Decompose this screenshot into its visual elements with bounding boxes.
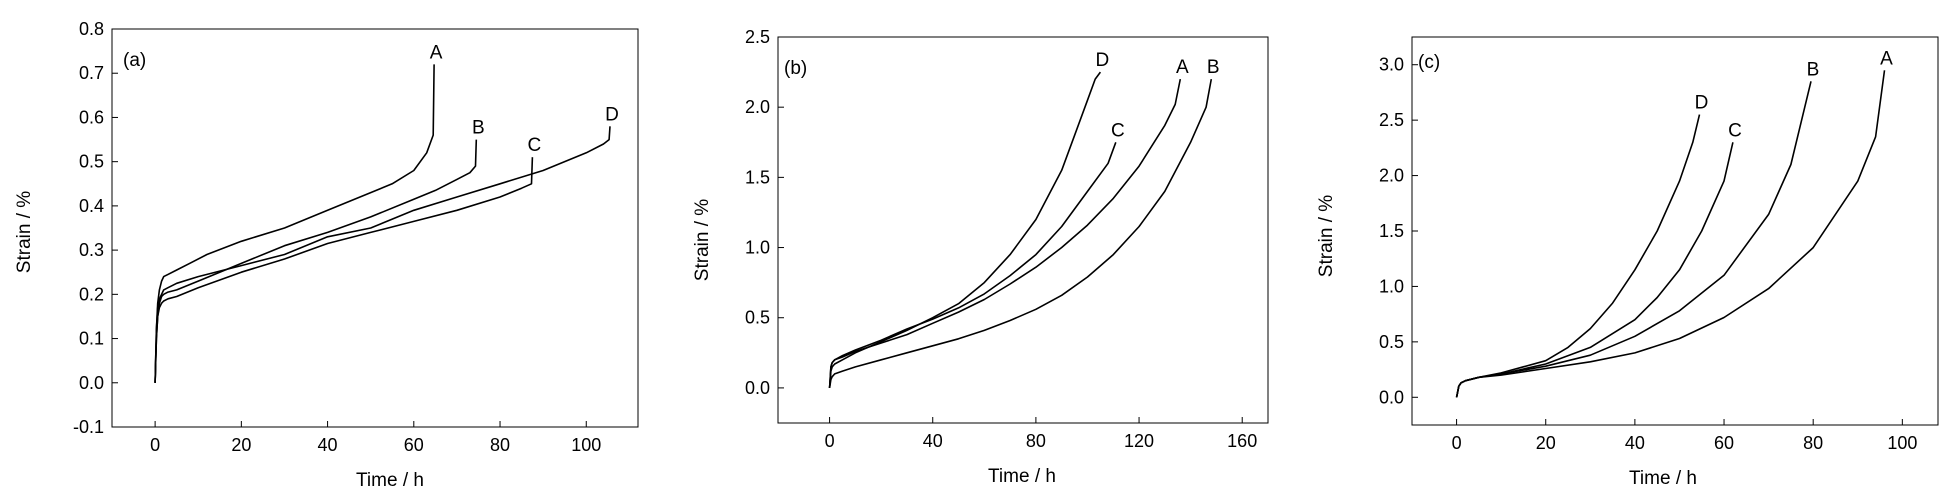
y-axis-title-b: Strain / %: [692, 199, 713, 281]
y-axis-title-c: Strain / %: [1316, 195, 1337, 277]
series-label-a-D: D: [605, 104, 619, 125]
series-label-a-A: A: [430, 42, 443, 63]
series-label-b-B: B: [1207, 57, 1220, 78]
x-tick-label-a: 80: [490, 435, 510, 455]
plot-frame-c: [1411, 36, 1939, 426]
series-label-a-C: C: [528, 135, 542, 156]
y-tick-label-a: 0.5: [79, 152, 104, 172]
y-tick-label-c: 2.5: [1379, 110, 1404, 130]
series-line-c-C: [1455, 142, 1734, 398]
x-tick-label-b: 80: [1026, 431, 1046, 451]
y-tick-label-c: 1.5: [1379, 221, 1404, 241]
x-tick-label-b: 160: [1227, 431, 1257, 451]
x-tick-label-c: 80: [1803, 433, 1823, 453]
y-tick-label-a: 0.6: [79, 107, 104, 127]
x-axis-title-b: Time / h: [988, 466, 1056, 487]
series-label-c-B: B: [1807, 59, 1820, 80]
x-tick-label-c: 0: [1452, 433, 1462, 453]
series-label-a-B: B: [472, 118, 485, 139]
y-tick-label-b: 2.0: [745, 97, 770, 117]
x-tick-label-c: 20: [1536, 433, 1556, 453]
x-axis-title-a: Time / h: [356, 470, 424, 491]
series-line-a-C: [154, 157, 534, 383]
panel-a: 0 20 40 60 80 100 -0.1 0.0 0.1 0.2 0.3 0.4 0.5 0.6 0.7…: [14, 19, 639, 491]
plot-area-a: 0 20 40 60 80 100 -0.1 0.0 0.1 0.2 0.3 0.4 0.5 0.6 0.7…: [73, 19, 639, 455]
series-line-a-B: [154, 139, 478, 383]
x-tick-label-c: 100: [1887, 433, 1917, 453]
series-label-b-A: A: [1176, 57, 1189, 78]
series-label-c-C: C: [1728, 120, 1742, 141]
series-line-b-B: [828, 78, 1213, 389]
series-label-b-C: C: [1111, 120, 1125, 141]
y-tick-label-b: 0.5: [745, 308, 770, 328]
y-tick-label-b: 1.5: [745, 167, 770, 187]
x-tick-label-a: 0: [150, 435, 160, 455]
y-tick-label-a: 0.7: [79, 63, 104, 83]
series-line-b-C: [828, 142, 1117, 388]
y-tick-label-a: 0.1: [79, 329, 104, 349]
x-tick-label-a: 20: [231, 435, 251, 455]
x-tick-label-a: 60: [404, 435, 424, 455]
y-tick-label-a: 0.2: [79, 284, 104, 304]
x-tick-label-a: 40: [318, 435, 338, 455]
plot-frame-b: [777, 36, 1269, 424]
plot-area-b: 0 40 80 120 160 0.0 0.5 1.0 1.5 2.0 2.5 D C A B: [745, 27, 1269, 451]
series-line-a-A: [154, 64, 435, 383]
plot-frame-a: [111, 28, 639, 428]
panel-label-a: (a): [123, 50, 146, 71]
panel-c: 0 20 40 60 80 100 0.0 0.5 1.0 1.5 2.0 2.5 3.0 DC B A (c…: [1316, 36, 1939, 489]
series-line-a-D: [154, 126, 611, 383]
x-tick-label-a: 100: [571, 435, 601, 455]
y-axis-title-a: Strain / %: [14, 191, 35, 273]
y-tick-label-c: 0.5: [1379, 332, 1404, 352]
x-axis-title-c: Time / h: [1629, 468, 1697, 489]
y-tick-label-c: 0.0: [1379, 387, 1404, 407]
plot-area-c: 0 20 40 60 80 100 0.0 0.5 1.0 1.5 2.0 2.5 3.0 DC B A: [1379, 36, 1939, 453]
x-tick-label-b: 0: [825, 431, 835, 451]
y-tick-label-c: 1.0: [1379, 276, 1404, 296]
series-line-c-A: [1455, 70, 1886, 398]
y-tick-label-b: 2.5: [745, 27, 770, 47]
series-label-b-D: D: [1096, 50, 1110, 71]
series-label-c-A: A: [1880, 48, 1893, 69]
series-label-c-D: D: [1695, 93, 1709, 114]
y-tick-label-c: 3.0: [1379, 55, 1404, 75]
x-tick-label-c: 40: [1625, 433, 1645, 453]
y-tick-label-b: 0.0: [745, 378, 770, 398]
y-tick-label-b: 1.0: [745, 238, 770, 258]
panel-label-c: (c): [1418, 52, 1440, 73]
series-line-b-A: [828, 78, 1182, 388]
y-tick-label-a: -0.1: [73, 417, 104, 437]
y-tick-label-a: 0.3: [79, 240, 104, 260]
y-tick-label-c: 2.0: [1379, 166, 1404, 186]
y-tick-label-a: 0.0: [79, 373, 104, 393]
y-tick-label-a: 0.8: [79, 19, 104, 39]
y-tick-label-a: 0.4: [79, 196, 104, 216]
x-tick-label-c: 60: [1714, 433, 1734, 453]
series-line-c-B: [1455, 81, 1812, 398]
series-line-b-D: [828, 71, 1102, 388]
panel-label-b: (b): [784, 58, 807, 79]
x-tick-label-b: 40: [923, 431, 943, 451]
series-line-c-D: [1455, 114, 1701, 398]
x-tick-label-b: 120: [1124, 431, 1154, 451]
panel-b: 0 40 80 120 160 0.0 0.5 1.0 1.5 2.0 2.5 D C A B (b) Ti…: [692, 27, 1269, 487]
